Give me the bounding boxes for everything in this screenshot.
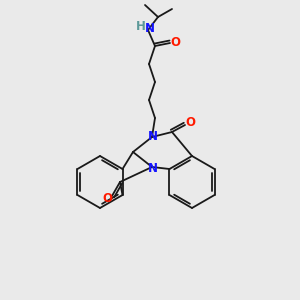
- Text: N: N: [148, 130, 158, 142]
- Text: N: N: [148, 161, 158, 175]
- Text: H: H: [136, 20, 146, 34]
- Text: O: O: [170, 35, 180, 49]
- Text: N: N: [145, 22, 155, 35]
- Text: O: O: [185, 116, 195, 130]
- Text: O: O: [102, 191, 112, 205]
